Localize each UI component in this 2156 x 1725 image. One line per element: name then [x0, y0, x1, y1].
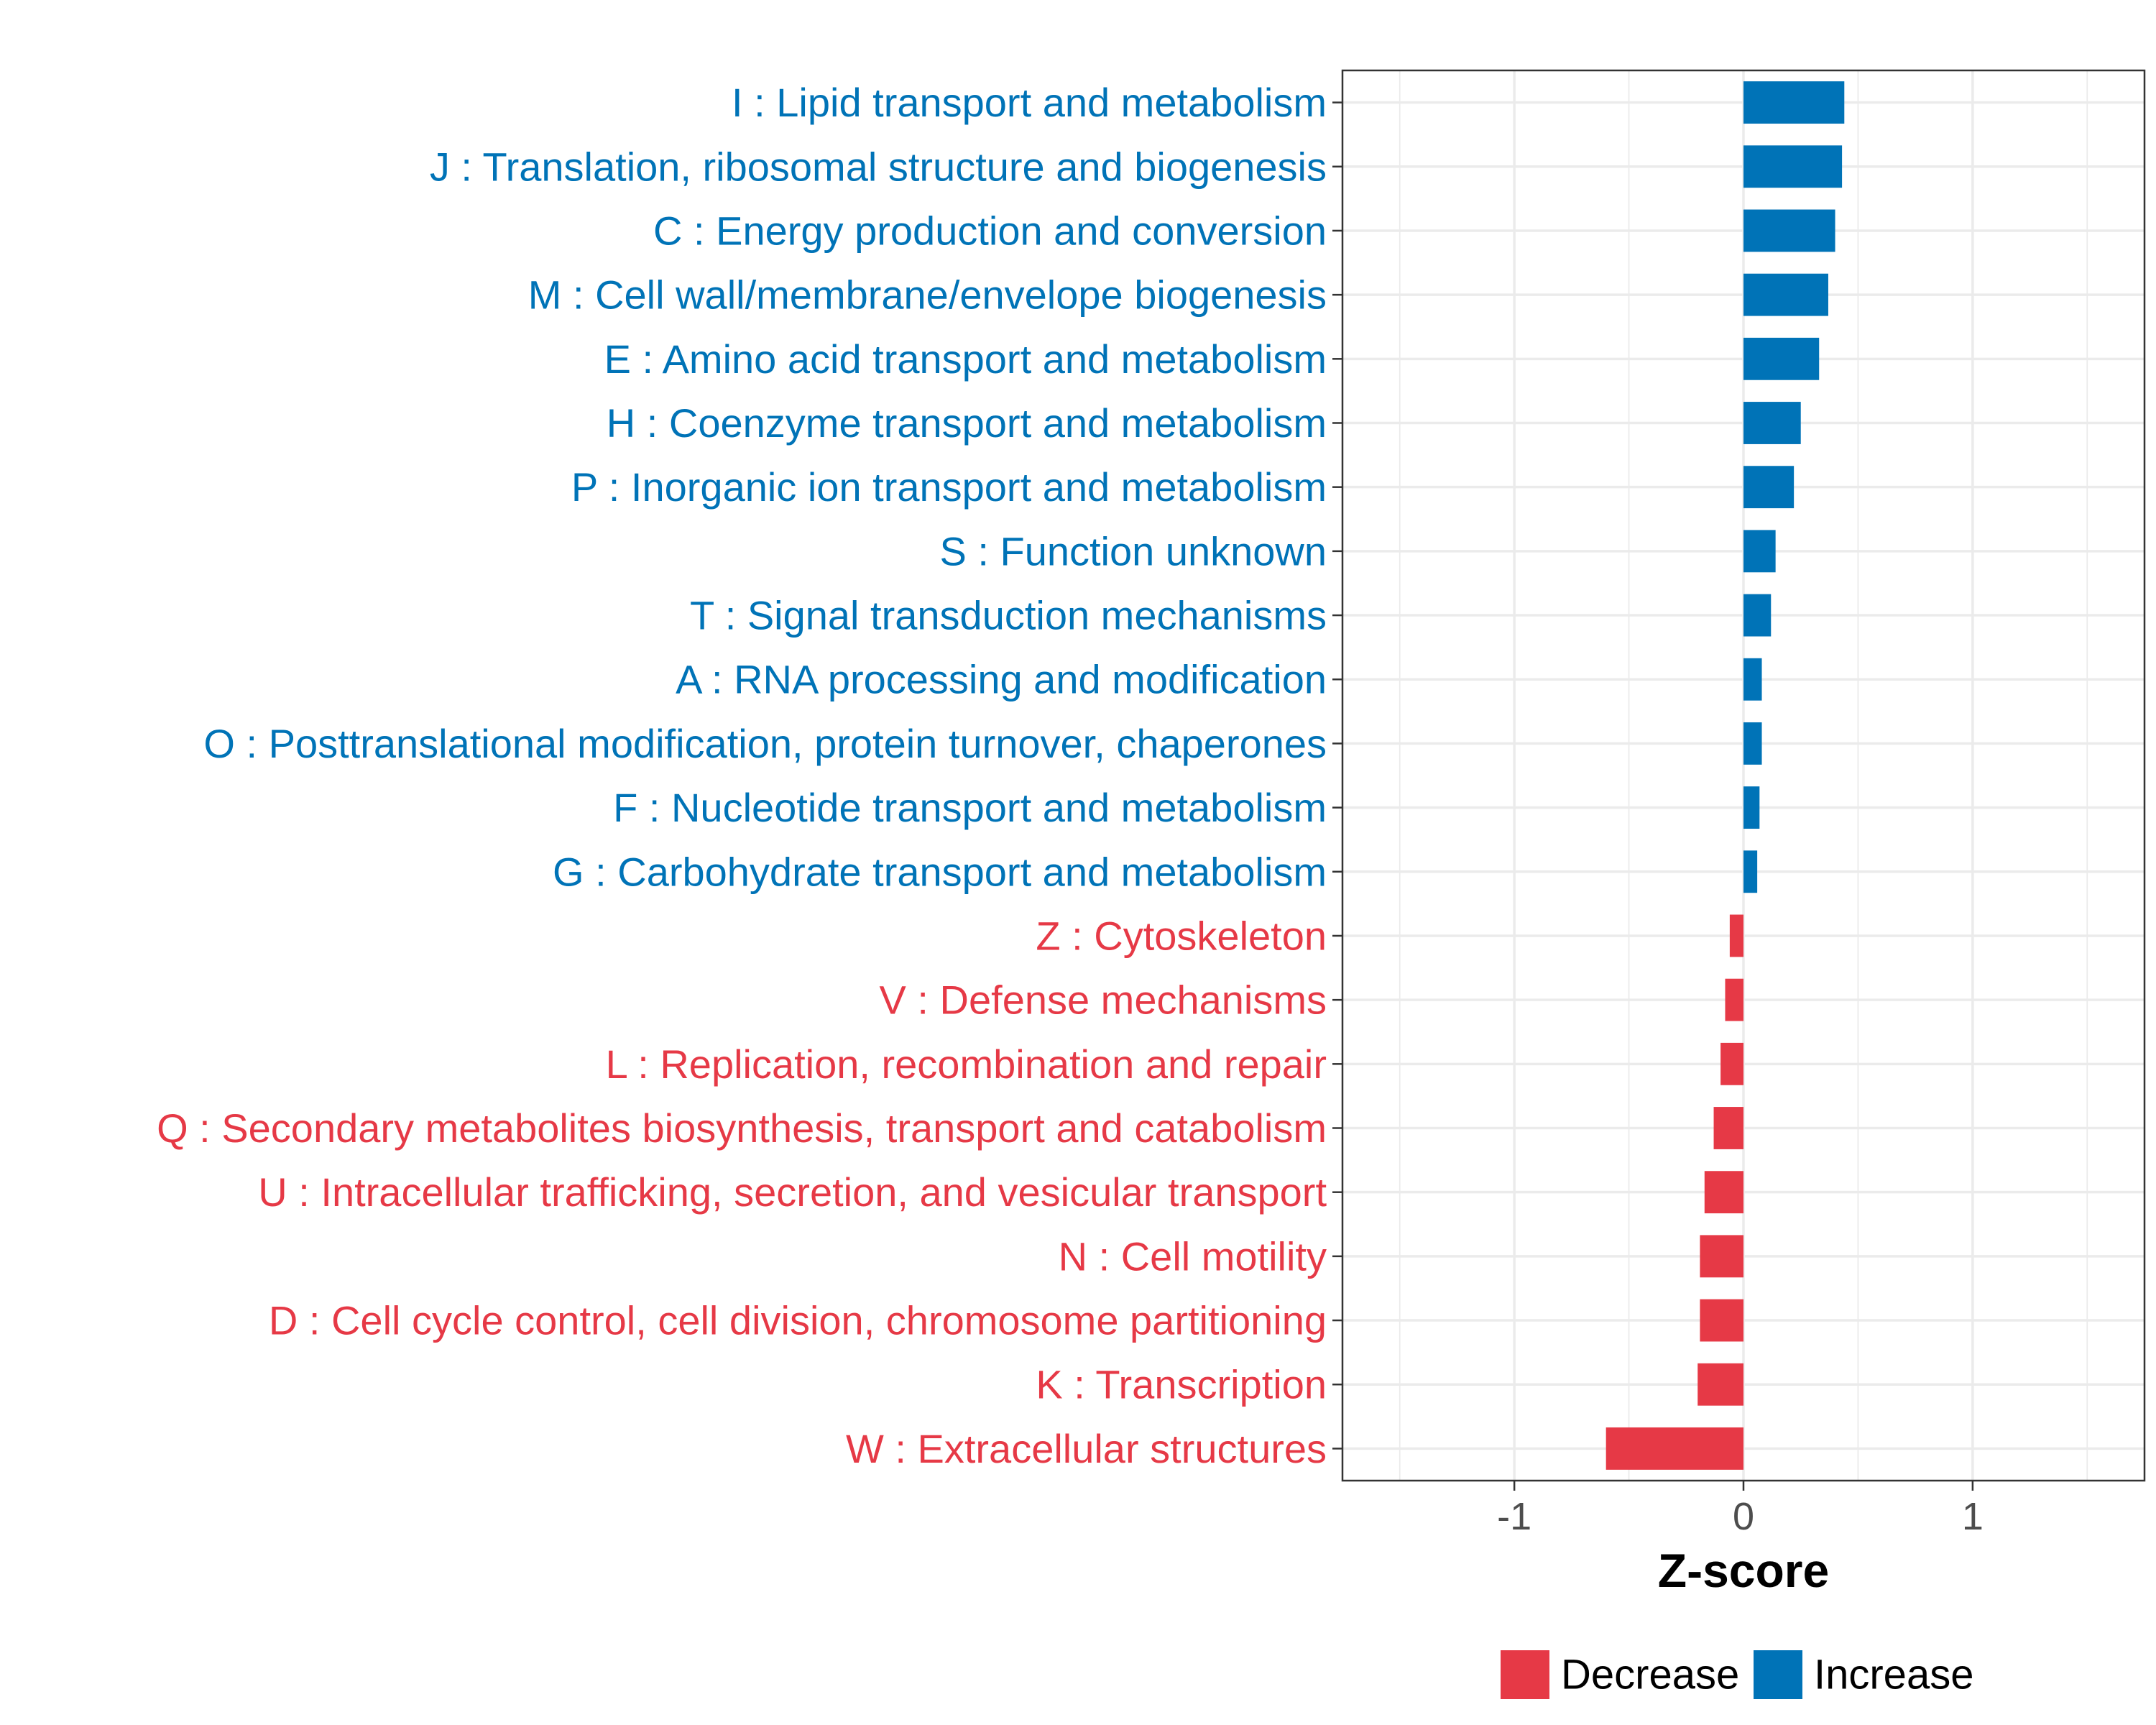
category-label: H : Coenzyme transport and metabolism — [607, 400, 1327, 446]
category-label: A : RNA processing and modification — [676, 657, 1327, 702]
category-label: U : Intracellular trafficking, secretion… — [258, 1169, 1327, 1215]
bar-increase — [1743, 402, 1801, 444]
category-label: C : Energy production and conversion — [653, 208, 1327, 253]
category-label: T : Signal transduction mechanisms — [690, 593, 1327, 638]
category-label: W : Extracellular structures — [846, 1426, 1327, 1471]
bar-increase — [1743, 658, 1762, 701]
bar-decrease — [1700, 1299, 1743, 1342]
x-tick-label: -1 — [1497, 1495, 1531, 1538]
legend-label-decrease: Decrease — [1561, 1652, 1739, 1698]
bar-increase — [1743, 273, 1828, 316]
x-axis-title: Z-score — [1658, 1544, 1829, 1597]
category-label: Z : Cytoskeleton — [1036, 913, 1327, 958]
bar-increase — [1743, 530, 1776, 573]
bar-decrease — [1713, 1107, 1743, 1149]
bar-increase — [1743, 145, 1843, 188]
category-label: S : Function unknown — [939, 528, 1327, 574]
bar-increase — [1743, 81, 1845, 124]
y-axis: I : Lipid transport and metabolism J : Tr… — [157, 80, 1342, 1471]
category-label: N : Cell motility — [1059, 1233, 1327, 1279]
category-label: P : Inorganic ion transport and metaboli… — [571, 464, 1327, 510]
legend-key-decrease — [1501, 1650, 1549, 1699]
bar-decrease — [1700, 1235, 1743, 1278]
x-tick-label: 0 — [1733, 1495, 1754, 1538]
bar-decrease — [1725, 978, 1743, 1021]
category-label: E : Amino acid transport and metabolism — [604, 336, 1327, 382]
category-label: D : Cell cycle control, cell division, c… — [269, 1298, 1327, 1343]
category-label: Q : Secondary metabolites biosynthesis, … — [157, 1105, 1327, 1151]
category-label: V : Defense mechanisms — [880, 978, 1327, 1023]
bar-decrease — [1704, 1171, 1743, 1214]
category-label: M : Cell wall/membrane/envelope biogenes… — [528, 272, 1327, 318]
bar-increase — [1743, 594, 1772, 637]
category-label: K : Transcription — [1036, 1362, 1327, 1407]
category-label: I : Lipid transport and metabolism — [732, 80, 1327, 125]
legend-key-increase — [1754, 1650, 1802, 1699]
bars — [1606, 81, 1845, 1470]
bar-decrease — [1697, 1363, 1743, 1406]
bar-decrease — [1729, 914, 1743, 957]
category-label: O : Posttranslational modification, prot… — [203, 721, 1327, 766]
bar-increase — [1743, 337, 1820, 380]
bar-increase — [1743, 722, 1762, 765]
bar-decrease — [1720, 1042, 1743, 1085]
bar-increase — [1743, 786, 1760, 829]
category-label: J : Translation, ribosomal structure and… — [430, 144, 1327, 189]
bar-increase — [1743, 209, 1835, 252]
category-label: G : Carbohydrate transport and metabolis… — [553, 849, 1327, 894]
bar-increase — [1743, 850, 1758, 893]
x-tick-label: 1 — [1962, 1495, 1984, 1538]
category-label: F : Nucleotide transport and metabolism — [613, 785, 1327, 830]
bar-decrease — [1606, 1427, 1743, 1470]
category-label: L : Replication, recombination and repai… — [606, 1041, 1327, 1087]
bar-increase — [1743, 466, 1795, 509]
legend: Decrease Increase — [1501, 1650, 1973, 1699]
legend-label-increase: Increase — [1814, 1652, 1973, 1698]
x-axis: -1 0 1 — [1497, 1481, 1984, 1538]
